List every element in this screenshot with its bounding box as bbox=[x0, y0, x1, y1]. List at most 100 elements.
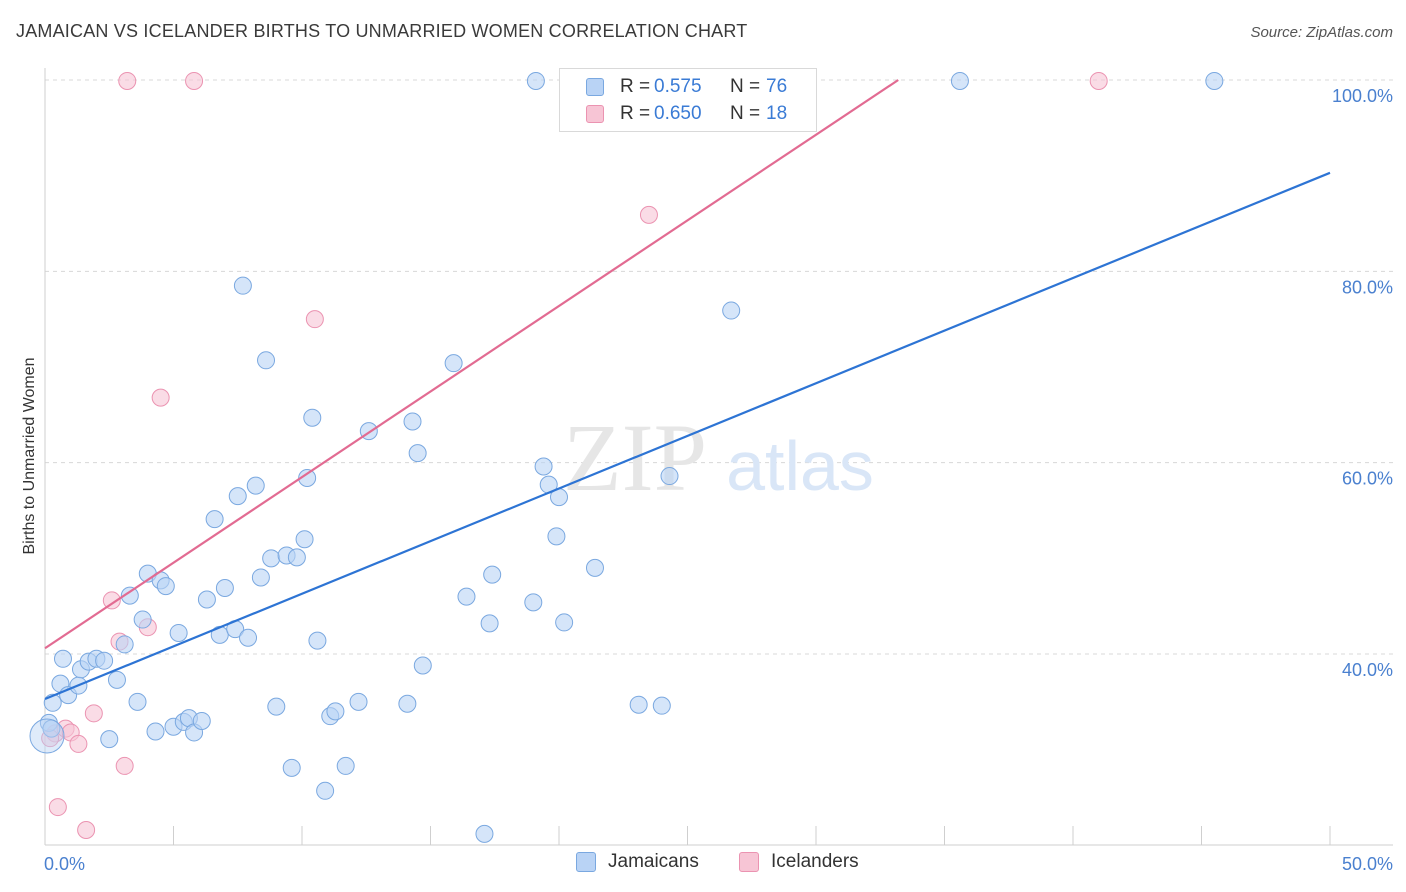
legend-swatch-pink bbox=[586, 105, 604, 123]
jamaicans-point bbox=[42, 719, 61, 738]
icelanders-point bbox=[185, 71, 204, 90]
jamaicans-point bbox=[722, 301, 741, 320]
legend-n-value: 76 bbox=[766, 76, 788, 97]
icelanders-point bbox=[102, 591, 121, 610]
jamaicans-point bbox=[115, 635, 134, 654]
jamaicans-point bbox=[585, 558, 604, 577]
jamaicans-point bbox=[480, 614, 499, 633]
legend-n-label: N = bbox=[730, 103, 761, 124]
legend-row-icelanders: R = 0.650 N = 18 bbox=[586, 101, 787, 127]
tick-labels: 40.0% 60.0% 80.0% 100.0% 0.0% 50.0% bbox=[44, 86, 1393, 874]
jamaicans-point bbox=[192, 711, 211, 730]
jamaicans-point bbox=[282, 758, 301, 777]
series-legend-icelanders[interactable]: Icelanders bbox=[739, 851, 859, 873]
legend-r-value: 0.650 bbox=[654, 103, 702, 124]
jamaicans-point bbox=[95, 651, 114, 670]
legend-n-label: N = bbox=[730, 76, 761, 97]
jamaicans-point bbox=[403, 412, 422, 431]
legend-r-label: R = bbox=[620, 103, 651, 124]
series-legend: Jamaicans Icelanders bbox=[0, 851, 1406, 877]
series-label: Icelanders bbox=[771, 851, 859, 872]
icelanders-point bbox=[48, 798, 67, 817]
jamaicans-point bbox=[251, 568, 270, 587]
legend-swatch-blue bbox=[586, 78, 604, 96]
jamaicans-point bbox=[413, 656, 432, 675]
legend-n-value: 18 bbox=[766, 103, 788, 124]
jamaicans-point bbox=[239, 628, 258, 647]
jamaicans-point bbox=[349, 692, 368, 711]
jamaicans-points bbox=[29, 71, 1224, 843]
jamaicans-point bbox=[534, 457, 553, 476]
icelanders-points bbox=[41, 71, 1108, 840]
jamaicans-point bbox=[475, 824, 494, 843]
jamaicans-point bbox=[128, 692, 147, 711]
jamaicans-point bbox=[120, 586, 139, 605]
jamaicans-point bbox=[950, 71, 969, 90]
jamaicans-point bbox=[262, 549, 281, 568]
jamaicans-point bbox=[629, 695, 648, 714]
watermark: ZIP atlas bbox=[563, 404, 874, 511]
jamaicans-point bbox=[444, 354, 463, 373]
jamaicans-point bbox=[228, 487, 247, 506]
jamaicans-point bbox=[398, 694, 417, 713]
jamaicans-point bbox=[660, 467, 679, 486]
jamaicans-point bbox=[408, 444, 427, 463]
chart-title: JAMAICAN VS ICELANDER BIRTHS TO UNMARRIE… bbox=[16, 21, 748, 41]
series-swatch-blue bbox=[576, 852, 596, 872]
series-legend-jamaicans[interactable]: Jamaicans bbox=[576, 851, 699, 873]
icelanders-point bbox=[151, 388, 170, 407]
jamaicans-point bbox=[316, 781, 335, 800]
icelanders-point bbox=[118, 71, 137, 90]
correlation-legend: R = 0.575 N = 76 R = 0.650 N = 18 bbox=[559, 68, 817, 132]
jamaicans-point bbox=[303, 408, 322, 427]
jamaicans-point bbox=[652, 696, 671, 715]
source-label: Source: ZipAtlas.com bbox=[1250, 24, 1393, 41]
y-tick-label: 100.0% bbox=[1332, 86, 1393, 106]
trend-lines bbox=[44, 79, 1331, 700]
watermark-atlas: atlas bbox=[726, 427, 874, 505]
jamaicans-point bbox=[233, 276, 252, 295]
jamaicans-point bbox=[133, 610, 152, 629]
jamaicans-point bbox=[526, 71, 545, 90]
legend-r-value: 0.575 bbox=[654, 76, 702, 97]
icelanders-point bbox=[77, 821, 96, 840]
jamaicans-point bbox=[1205, 71, 1224, 90]
grid-lines bbox=[45, 79, 1393, 655]
jamaicans-point bbox=[197, 590, 216, 609]
jamaicans-point bbox=[547, 527, 566, 546]
legend-r-label: R = bbox=[620, 76, 651, 97]
jamaicans-point bbox=[169, 623, 188, 642]
jamaicans-point bbox=[267, 697, 286, 716]
jamaicans-point bbox=[100, 730, 119, 749]
y-tick-label: 40.0% bbox=[1342, 660, 1393, 680]
icelanders-trend-line bbox=[44, 79, 899, 650]
y-tick-label: 80.0% bbox=[1342, 277, 1393, 297]
jamaicans-point bbox=[156, 577, 175, 596]
jamaicans-point bbox=[457, 587, 476, 606]
jamaicans-point bbox=[336, 756, 355, 775]
icelanders-point bbox=[84, 704, 103, 723]
jamaicans-point bbox=[205, 510, 224, 529]
jamaicans-point bbox=[308, 631, 327, 650]
y-tick-label: 60.0% bbox=[1342, 469, 1393, 489]
icelanders-point bbox=[1089, 71, 1108, 90]
jamaicans-point bbox=[555, 613, 574, 632]
legend-row-jamaicans: R = 0.575 N = 76 bbox=[586, 74, 787, 100]
x-tick-label: 0.0% bbox=[44, 854, 85, 874]
y-axis-label: Births to Unmarried Women bbox=[21, 357, 38, 554]
axes bbox=[44, 68, 1393, 846]
jamaicans-point bbox=[107, 670, 126, 689]
jamaicans-point bbox=[483, 565, 502, 584]
jamaicans-point bbox=[326, 702, 345, 721]
icelanders-point bbox=[305, 310, 324, 329]
jamaicans-point bbox=[146, 722, 165, 741]
jamaicans-point bbox=[257, 351, 276, 370]
jamaicans-point bbox=[295, 530, 314, 549]
jamaicans-point bbox=[524, 593, 543, 612]
jamaicans-point bbox=[29, 718, 65, 754]
icelanders-point bbox=[115, 756, 134, 775]
jamaicans-point bbox=[298, 468, 317, 487]
jamaicans-point bbox=[287, 548, 306, 567]
jamaicans-point bbox=[246, 476, 265, 495]
x-tick-label: 50.0% bbox=[1342, 854, 1393, 874]
